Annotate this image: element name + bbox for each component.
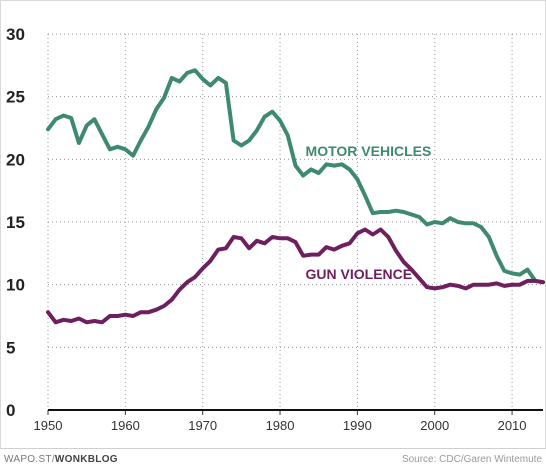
x-tick-label: 2010: [498, 418, 527, 433]
footer-credit: WAPO.ST/WONKBLOG: [4, 454, 118, 465]
y-tick-label: 5: [6, 338, 15, 357]
footer-source: Source: CDC/Garen Wintemute: [401, 454, 542, 465]
y-tick-label: 0: [6, 401, 15, 420]
x-tick-label: 1990: [343, 418, 372, 433]
y-tick-label: 20: [6, 150, 25, 169]
x-tick-label: 1950: [34, 418, 63, 433]
x-tick-label: 2000: [420, 418, 449, 433]
series-line-motor-vehicles: [46, 68, 545, 285]
x-tick-label: 1970: [188, 418, 217, 433]
x-tick-label: 1980: [266, 418, 295, 433]
series-label-gun-violence: GUN VIOLENCE: [306, 266, 413, 282]
footer-credit-prefix: WAPO.ST/: [4, 454, 55, 465]
y-tick-label: 30: [6, 25, 25, 44]
line-chart: 0 5 10 15 20 25 30 1950 1960 1970 1980 1990 2000 2010…: [6, 25, 545, 433]
y-tick-label: 25: [6, 88, 25, 107]
x-tick-label: 1960: [111, 418, 140, 433]
y-tick-label: 10: [6, 276, 25, 295]
y-tick-label: 15: [6, 213, 25, 232]
footer-credit-brand: WONKBLOG: [54, 454, 118, 465]
chart-footer: WAPO.ST/WONKBLOG Source: CDC/Garen Winte…: [0, 448, 546, 471]
series-label-motor-vehicles: MOTOR VEHICLES: [306, 143, 432, 159]
series-line-gun-violence: [46, 227, 545, 325]
